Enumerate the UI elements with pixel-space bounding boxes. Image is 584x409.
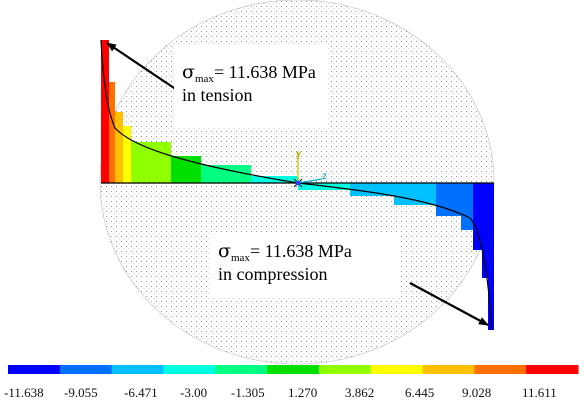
tension-description: in tension	[182, 85, 253, 105]
compression-stress-band	[350, 183, 394, 196]
legend-tick-label: 6.445	[405, 385, 435, 400]
legend-tick-labels: -11.638 -9.055 -6.471 -3.00 -1.305 1.270 3.862…	[0, 385, 584, 403]
compression-arrow	[409, 282, 489, 326]
tension-stress-band	[201, 165, 251, 183]
legend-tick-label: 9.028	[462, 385, 492, 400]
compression-callout: σmax= 11.638 MPa in compression	[210, 233, 400, 297]
z-axis-label: z	[322, 171, 327, 182]
compression-description: in compression	[218, 264, 328, 284]
legend-color-segment	[422, 365, 475, 374]
compression-stress-band	[394, 183, 436, 205]
legend-tick-label: -1.305	[231, 385, 265, 400]
legend-tick-label: -11.638	[4, 385, 44, 400]
legend-color-segment	[8, 365, 61, 374]
tension-stress-band	[123, 126, 131, 183]
legend-tick-label: 3.862	[345, 385, 375, 400]
legend-color-segment	[163, 365, 216, 374]
tension-stress-band	[109, 82, 115, 183]
tension-stress-band	[131, 142, 171, 183]
max-stress-value: = 11.638 MPa	[213, 62, 316, 82]
legend-tick-label: 1.270	[288, 385, 318, 400]
legend-color-segment	[111, 365, 164, 374]
legend-color-segment	[267, 365, 320, 374]
legend-tick-label: -9.055	[64, 385, 98, 400]
coordinate-triad: y z	[293, 149, 327, 188]
color-legend-bar	[8, 365, 579, 374]
legend-color-segment	[215, 365, 268, 374]
legend-color-segment	[59, 365, 113, 374]
y-axis-label: y	[296, 149, 301, 160]
compression-profile-outline	[297, 182, 493, 331]
legend-color-segment	[526, 365, 579, 374]
sigma-symbol: σ	[182, 61, 195, 83]
tension-stress-band	[101, 40, 109, 183]
compression-stress-band	[488, 183, 494, 330]
tension-stress-band	[115, 112, 123, 183]
legend-color-segment	[370, 365, 424, 374]
legend-tick-label: -6.471	[124, 385, 158, 400]
sigma-subscript: max	[230, 252, 250, 264]
compression-stress-band	[473, 183, 482, 250]
compression-stress-band	[461, 183, 473, 230]
sigma-symbol: σ	[218, 240, 231, 262]
tension-profile-outline	[100, 39, 299, 184]
compression-stress-band	[436, 183, 461, 216]
legend-tick-label: -3.00	[180, 385, 208, 400]
tension-callout: σmax= 11.638 MPa in tension	[174, 44, 328, 127]
compression-stress-band	[482, 183, 488, 278]
max-stress-value: = 11.638 MPa	[249, 241, 352, 261]
legend-color-segment	[474, 365, 527, 374]
sigma-subscript: max	[194, 73, 214, 85]
tension-arrow	[106, 42, 187, 97]
legend-tick-label: 11.611	[522, 385, 557, 400]
legend-color-segment	[318, 365, 372, 374]
